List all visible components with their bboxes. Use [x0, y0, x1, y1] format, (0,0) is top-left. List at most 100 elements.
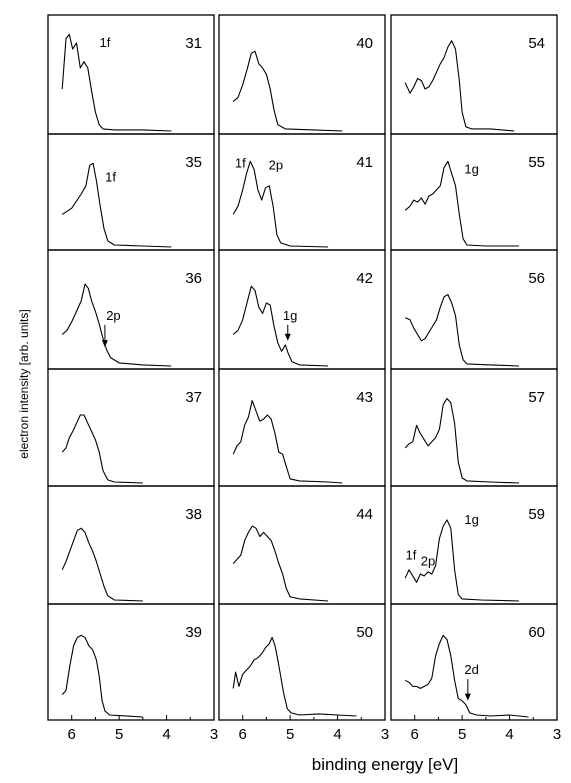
panel-column: 31 1f 35 1f 36 2p 37 38 39	[47, 14, 215, 721]
annotation-arrowhead	[464, 693, 471, 701]
spectrum-line	[61, 162, 172, 248]
spectrum-line	[232, 50, 343, 132]
panel-grid: 31 1f 35 1f 36 2p 37 38 39 40 41 1f 2p 42 1g 43 44 50 54 55…	[47, 14, 558, 721]
panel-frame	[47, 368, 215, 487]
spectrum-line	[404, 634, 529, 718]
spectrum-line	[232, 285, 329, 367]
x-axis: 6 5 4 3	[390, 715, 561, 743]
panel-frame	[47, 485, 215, 605]
spectrum-line	[61, 634, 143, 718]
x-tick-label: 6	[68, 726, 76, 743]
panel-57: 57	[390, 368, 558, 487]
panel-59: 59 1f 2p 1g	[390, 485, 558, 605]
peak-annotation: 1f	[105, 170, 116, 185]
panel-id-label: 43	[356, 389, 373, 406]
panel-42: 42 1g	[218, 249, 386, 370]
panel-55: 55 1g	[390, 133, 558, 251]
panel-id-label: 44	[356, 506, 373, 523]
panel-id-label: 36	[185, 270, 202, 287]
panel-id-label: 50	[356, 624, 373, 641]
panel-id-label: 54	[528, 35, 545, 52]
spectrum-line	[404, 519, 520, 602]
y-axis-label: electron intensity [arb. units]	[17, 309, 31, 458]
peak-annotation: 1g	[283, 308, 297, 323]
panel-id-label: 41	[356, 154, 373, 171]
panel-50: 50	[218, 603, 386, 721]
x-tick-label: 5	[115, 726, 123, 743]
panel-frame	[47, 249, 215, 370]
panel-frame	[390, 249, 558, 370]
panel-column: 54 55 1g 56 57 59 1f 2p 1g 60 2d	[390, 14, 558, 721]
spectrum-line	[232, 400, 343, 484]
panel-id-label: 59	[528, 506, 545, 523]
x-tick-label: 3	[210, 726, 218, 743]
peak-annotation: 1f	[405, 547, 416, 562]
panel-60: 60 2d	[390, 603, 558, 721]
x-tick-label: 4	[162, 726, 170, 743]
x-axes: 6 5 4 3 6 5 4 3 6 5 4 3	[47, 715, 561, 743]
x-axis: 6 5 4 3	[218, 715, 389, 743]
x-axis-label: binding energy [eV]	[312, 755, 459, 774]
panel-31: 31 1f	[47, 14, 215, 135]
panel-41: 41 1f 2p	[218, 133, 386, 251]
peak-annotation: 1g	[464, 162, 478, 177]
panel-40: 40	[218, 14, 386, 135]
x-tick-label: 6	[411, 726, 419, 743]
panel-frame	[390, 14, 558, 135]
panel-column: 40 41 1f 2p 42 1g 43 44 50	[218, 14, 386, 721]
peak-annotation: 2p	[421, 554, 435, 569]
panel-frame	[47, 603, 215, 721]
panel-id-label: 39	[185, 624, 202, 641]
panel-frame	[47, 133, 215, 251]
peak-annotation: 2d	[464, 662, 478, 677]
annotation-arrowhead	[101, 340, 108, 348]
panel-id-label: 35	[185, 154, 202, 171]
x-axis: 6 5 4 3	[47, 715, 218, 743]
spectrum-line	[61, 527, 143, 602]
panel-frame	[390, 485, 558, 605]
spectrum-line	[61, 33, 172, 132]
peak-annotation: 1g	[464, 512, 478, 527]
panel-frame	[218, 249, 386, 370]
panel-id-label: 40	[356, 35, 373, 52]
spectrum-line	[232, 160, 329, 248]
panel-36: 36 2p	[47, 249, 215, 370]
peak-annotation: 1f	[99, 35, 110, 50]
peak-annotation: 2p	[269, 157, 283, 172]
panel-44: 44	[218, 485, 386, 605]
panel-43: 43	[218, 368, 386, 487]
panel-id-label: 57	[528, 389, 545, 406]
x-tick-label: 3	[381, 726, 389, 743]
panel-frame	[47, 14, 215, 135]
panel-id-label: 37	[185, 389, 202, 406]
x-tick-label: 4	[333, 726, 341, 743]
panel-frame	[218, 14, 386, 135]
spectrum-line	[61, 414, 143, 484]
panel-39: 39	[47, 603, 215, 721]
panel-id-label: 38	[185, 506, 202, 523]
peak-annotation: 2p	[106, 308, 120, 323]
panel-id-label: 31	[185, 35, 202, 52]
panel-frame	[218, 603, 386, 721]
x-tick-label: 5	[286, 726, 294, 743]
peak-annotation: 1f	[235, 155, 246, 170]
x-tick-label: 4	[505, 726, 513, 743]
panel-38: 38	[47, 485, 215, 605]
spectrum-line	[404, 40, 515, 132]
panel-35: 35 1f	[47, 133, 215, 251]
panel-id-label: 56	[528, 270, 545, 287]
x-tick-label: 5	[458, 726, 466, 743]
panel-frame	[218, 133, 386, 251]
panel-id-label: 55	[528, 154, 545, 171]
spectrum-line	[61, 283, 172, 367]
panel-56: 56	[390, 249, 558, 370]
panel-id-label: 42	[356, 270, 373, 287]
panel-id-label: 60	[528, 624, 545, 641]
spectrum-line	[232, 636, 357, 717]
spectrum-line	[404, 294, 520, 367]
spectrum-line	[232, 525, 329, 602]
panel-frame	[390, 603, 558, 721]
panel-54: 54	[390, 14, 558, 135]
spectrum-line	[404, 397, 520, 484]
